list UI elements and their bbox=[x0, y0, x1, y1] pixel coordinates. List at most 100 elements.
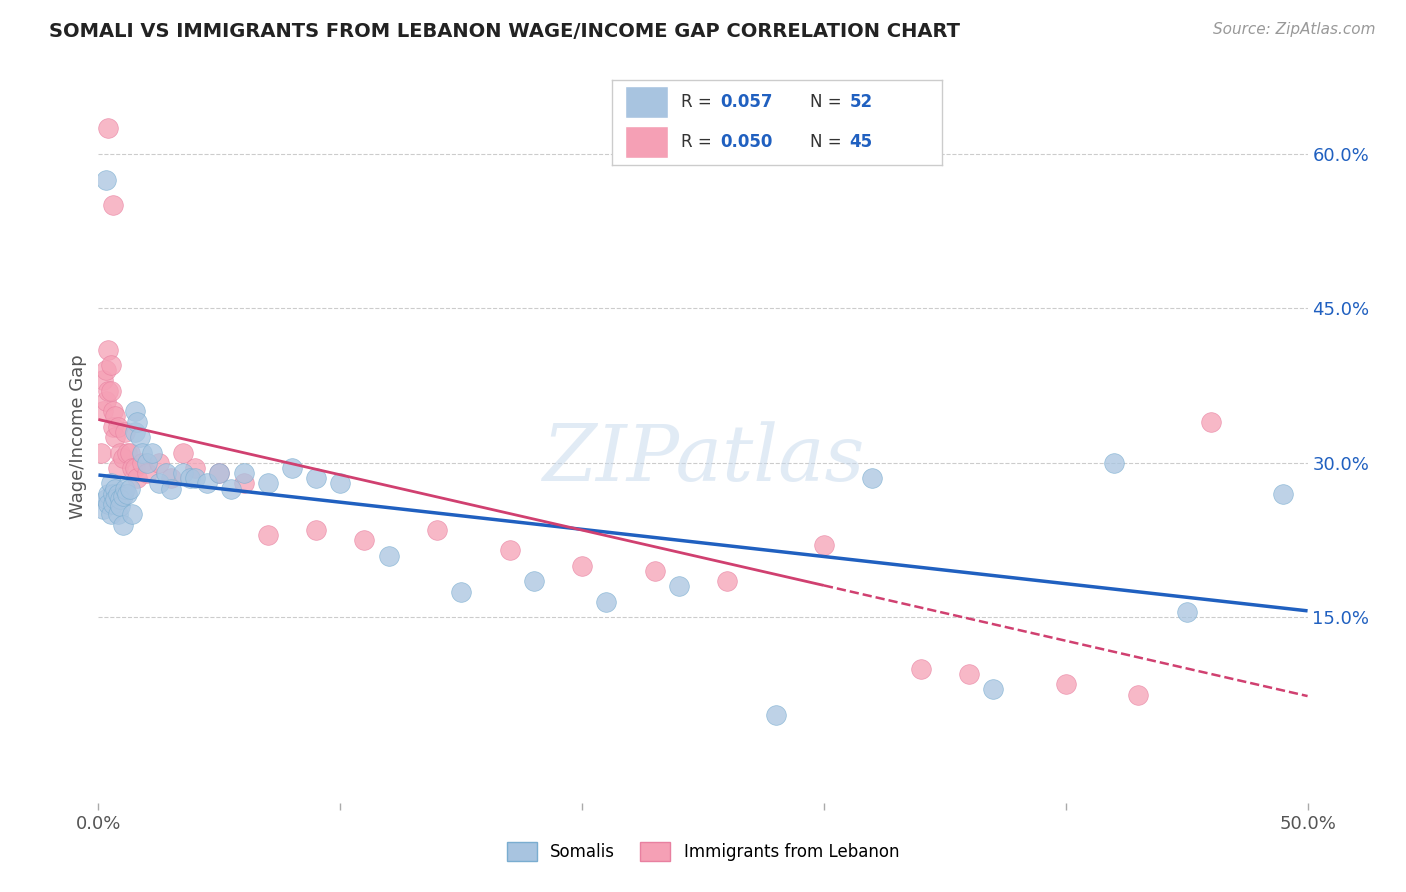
Point bbox=[571, 558, 593, 573]
Legend: Somalis, Immigrants from Lebanon: Somalis, Immigrants from Lebanon bbox=[501, 835, 905, 868]
Point bbox=[97, 384, 120, 398]
Point bbox=[107, 419, 129, 434]
Point bbox=[523, 574, 546, 589]
Point bbox=[101, 419, 124, 434]
Point bbox=[118, 482, 141, 496]
Point bbox=[117, 487, 139, 501]
Point bbox=[155, 466, 177, 480]
Point bbox=[121, 508, 143, 522]
Point bbox=[644, 564, 666, 578]
Point bbox=[595, 595, 617, 609]
Point bbox=[101, 497, 124, 511]
Point bbox=[1272, 487, 1295, 501]
Point bbox=[256, 528, 278, 542]
Point bbox=[148, 456, 170, 470]
Point bbox=[195, 476, 218, 491]
Point bbox=[94, 394, 117, 409]
Point bbox=[305, 523, 328, 537]
Point bbox=[1054, 677, 1077, 691]
Point bbox=[97, 497, 120, 511]
Point bbox=[498, 543, 520, 558]
Point bbox=[108, 499, 131, 513]
Point bbox=[108, 491, 131, 506]
Point bbox=[305, 471, 328, 485]
Point bbox=[813, 538, 835, 552]
Point bbox=[100, 384, 122, 398]
Point bbox=[104, 482, 127, 496]
Point bbox=[668, 579, 690, 593]
Point bbox=[353, 533, 375, 547]
Text: 0.050: 0.050 bbox=[721, 133, 773, 151]
FancyBboxPatch shape bbox=[624, 87, 668, 119]
Point bbox=[114, 482, 136, 496]
Point bbox=[172, 466, 194, 480]
Point bbox=[97, 487, 120, 501]
Point bbox=[135, 466, 157, 480]
Point bbox=[256, 476, 278, 491]
Point bbox=[111, 489, 134, 503]
Text: R =: R = bbox=[681, 94, 717, 112]
Point bbox=[232, 476, 254, 491]
Point bbox=[111, 450, 134, 465]
Text: N =: N = bbox=[810, 133, 846, 151]
Point bbox=[91, 502, 114, 516]
Point bbox=[108, 445, 131, 459]
Point bbox=[208, 466, 231, 480]
Point bbox=[114, 425, 136, 439]
Point bbox=[1199, 415, 1222, 429]
Point bbox=[104, 430, 127, 444]
Point bbox=[184, 471, 207, 485]
Point bbox=[329, 476, 352, 491]
Point bbox=[100, 476, 122, 491]
Point bbox=[208, 466, 231, 480]
Point bbox=[107, 508, 129, 522]
Point bbox=[104, 491, 127, 506]
Point bbox=[131, 456, 153, 470]
Point bbox=[107, 461, 129, 475]
Point bbox=[148, 476, 170, 491]
Point bbox=[100, 358, 122, 372]
Text: 0.057: 0.057 bbox=[721, 94, 773, 112]
Point bbox=[141, 445, 163, 459]
Text: SOMALI VS IMMIGRANTS FROM LEBANON WAGE/INCOME GAP CORRELATION CHART: SOMALI VS IMMIGRANTS FROM LEBANON WAGE/I… bbox=[49, 22, 960, 41]
Point bbox=[97, 121, 120, 136]
Point bbox=[101, 198, 124, 212]
Point bbox=[91, 404, 114, 418]
Point bbox=[1102, 456, 1125, 470]
Point bbox=[184, 461, 207, 475]
Point bbox=[91, 373, 114, 387]
Point bbox=[100, 508, 122, 522]
Point bbox=[94, 491, 117, 506]
Point bbox=[127, 471, 149, 485]
Point bbox=[128, 430, 150, 444]
Point bbox=[426, 523, 449, 537]
Point bbox=[765, 708, 787, 723]
Text: Source: ZipAtlas.com: Source: ZipAtlas.com bbox=[1212, 22, 1375, 37]
Point bbox=[124, 425, 146, 439]
FancyBboxPatch shape bbox=[624, 126, 668, 158]
Point bbox=[101, 404, 124, 418]
Point bbox=[716, 574, 738, 589]
Point bbox=[118, 445, 141, 459]
Point bbox=[160, 482, 183, 496]
Point bbox=[121, 461, 143, 475]
Point bbox=[450, 584, 472, 599]
Point bbox=[179, 471, 201, 485]
Point bbox=[910, 662, 932, 676]
Text: 52: 52 bbox=[849, 94, 873, 112]
Point bbox=[135, 456, 157, 470]
Point bbox=[97, 343, 120, 357]
Point bbox=[104, 409, 127, 424]
Point bbox=[1128, 688, 1150, 702]
Point bbox=[107, 487, 129, 501]
Point bbox=[111, 517, 134, 532]
Point bbox=[94, 363, 117, 377]
Point bbox=[124, 461, 146, 475]
Point bbox=[160, 471, 183, 485]
Point bbox=[981, 682, 1004, 697]
Point bbox=[101, 487, 124, 501]
Point bbox=[232, 466, 254, 480]
Text: N =: N = bbox=[810, 94, 846, 112]
Point bbox=[377, 549, 399, 563]
Text: 45: 45 bbox=[849, 133, 873, 151]
